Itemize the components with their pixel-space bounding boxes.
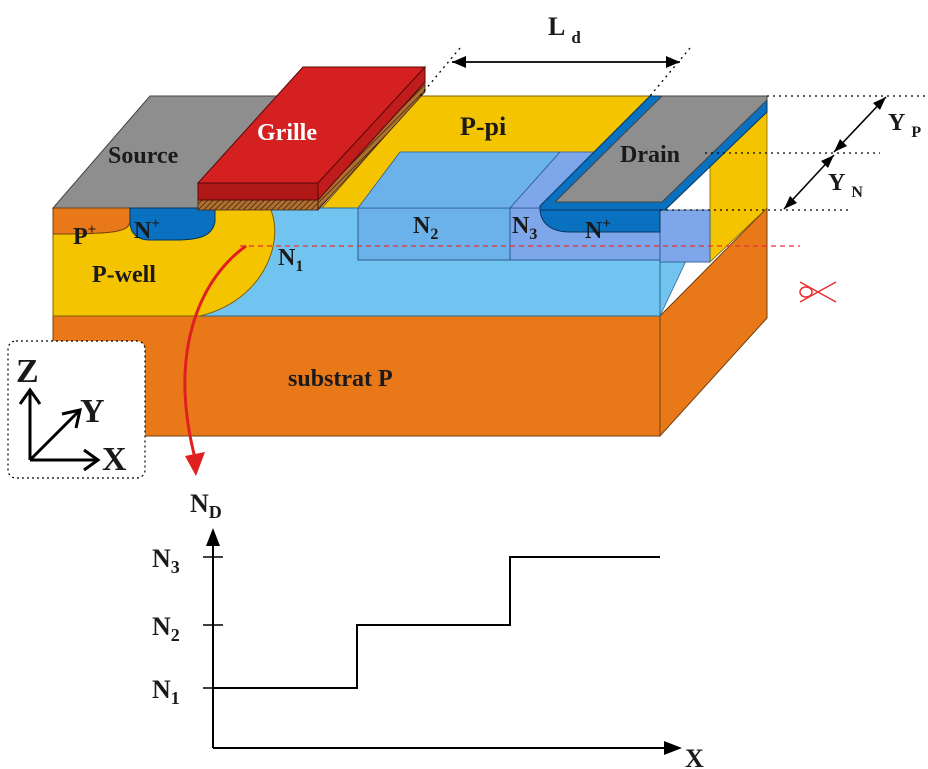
profile-xlabel: X — [685, 744, 704, 769]
nplus-drain-label: N+ — [585, 216, 611, 244]
ppi-label: P-pi — [460, 112, 506, 141]
n1-label: N1 — [278, 245, 303, 275]
tick-n3: N3 — [152, 544, 180, 577]
nplus-left-label: N+ — [134, 216, 160, 244]
device-block — [51, 65, 800, 438]
axis-x-label: X — [102, 441, 127, 478]
pwell-label: P-well — [92, 262, 156, 288]
n3-label: N3 — [512, 213, 537, 243]
axis-y-label: Y — [80, 393, 105, 430]
profile-arrow — [183, 244, 247, 476]
drain-metal — [553, 95, 768, 203]
dimension-annotations — [419, 47, 928, 211]
substrate-label: substrat P — [288, 366, 393, 392]
axis-legend: Z Y X — [7, 340, 146, 479]
scissors-icon — [799, 281, 837, 303]
side-n3-region — [659, 209, 711, 263]
source-label: Source — [108, 143, 179, 169]
pwell-front — [52, 207, 276, 317]
right-side-face — [659, 206, 768, 438]
tick-n2: N2 — [152, 612, 180, 645]
gate-side — [317, 65, 426, 202]
drain-label: Drain — [620, 142, 680, 168]
profile-ylabel: ND — [190, 489, 222, 522]
device-labels: Source Grille P-pi Drain P+ N+ N1 N2 N3 … — [73, 12, 921, 392]
nplus-left-region — [129, 207, 216, 241]
gate-front — [197, 182, 319, 201]
n2-label: N2 — [413, 213, 438, 243]
axis-z-label: Z — [16, 353, 39, 390]
tick-n1: N1 — [152, 675, 180, 708]
gate-oxide — [197, 199, 319, 211]
pplus-label: P+ — [73, 222, 96, 250]
nplus-drain-region — [539, 207, 661, 233]
doping-profile-step — [213, 556, 660, 689]
doping-profile-plot: ND X N3 N2 N1 — [152, 489, 704, 769]
gate-label: Grille — [257, 120, 317, 146]
